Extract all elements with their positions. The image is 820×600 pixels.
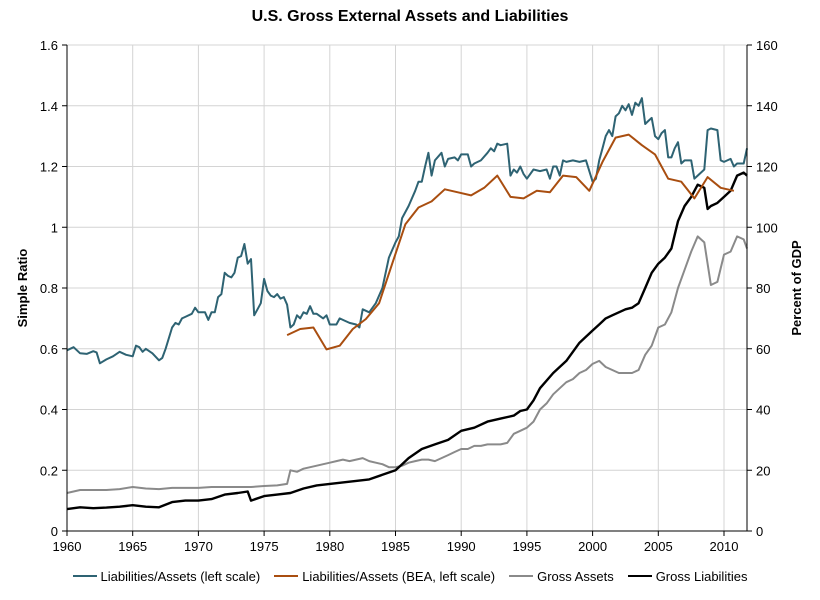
x-tick-label: 1980	[315, 539, 344, 554]
left-tick-label: 0.2	[40, 463, 58, 478]
x-tick-label: 2010	[710, 539, 739, 554]
legend-item-liabilities-assets-bea: Liabilities/Assets (BEA, left scale)	[274, 569, 495, 584]
x-tick-label: 1970	[184, 539, 213, 554]
left-tick-label: 0.6	[40, 342, 58, 357]
legend-swatch	[274, 575, 299, 577]
right-tick-label: 40	[756, 403, 770, 418]
legend-label: Gross Liabilities	[655, 568, 748, 584]
right-tick-label: 0	[756, 524, 763, 539]
left-axis-title: Simple Ratio	[15, 249, 30, 328]
legend-item-gross-liabilities: Gross Liabilities	[627, 568, 748, 584]
right-tick-label: 20	[756, 463, 770, 478]
left-tick-label: 1.2	[40, 160, 58, 175]
x-tick-label: 1990	[447, 539, 476, 554]
legend-swatch	[72, 575, 97, 577]
left-tick-label: 1	[51, 220, 58, 235]
chart-title: U.S. Gross External Assets and Liabiliti…	[251, 8, 569, 25]
x-tick-label: 1995	[512, 539, 541, 554]
left-tick-label: 0.8	[40, 281, 58, 296]
x-tick-label: 1960	[53, 539, 82, 554]
x-tick-label: 2005	[644, 539, 673, 554]
chart-plot: 1960 1965 1970 1975 1980 1985 1990 1995 2000 2005…	[15, 38, 804, 554]
legend-label: Liabilities/Assets (left scale)	[100, 568, 261, 584]
x-tick-label: 2000	[578, 539, 607, 554]
left-tick-label: 1.4	[40, 99, 58, 114]
series-line-liabilities-assets-bea	[286, 133, 735, 351]
x-tick-label: 1965	[118, 539, 147, 554]
x-tick-label: 1975	[250, 539, 279, 554]
x-tick-label: 1985	[381, 539, 410, 554]
legend-label: Gross Assets	[537, 568, 614, 584]
legend-swatch	[509, 575, 534, 577]
series-layer	[66, 97, 748, 511]
series-line-liabilities-assets	[66, 97, 748, 365]
right-tick-label: 100	[756, 220, 778, 235]
left-tick-label: 0.4	[40, 403, 58, 418]
series-line-gross-assets	[66, 235, 748, 494]
right-tick-label: 140	[756, 99, 778, 114]
legend-label: Liabilities/Assets (BEA, left scale)	[302, 568, 496, 584]
right-tick-label: 120	[756, 160, 778, 175]
right-axis-title: Percent of GDP	[789, 240, 804, 336]
right-tick-label: 80	[756, 281, 770, 296]
right-tick-label: 160	[756, 38, 778, 53]
legend: Liabilities/Assets (left scale) Liabilit…	[0, 566, 820, 586]
right-tick-label: 60	[756, 342, 770, 357]
grid-layer	[67, 44, 747, 531]
left-tick-label: 0	[51, 524, 58, 539]
legend-item-liabilities-assets: Liabilities/Assets (left scale)	[72, 568, 261, 584]
left-tick-label: 1.6	[40, 38, 58, 53]
axis-layer: 1960 1965 1970 1975 1980 1985 1990 1995 2000 2005…	[40, 38, 778, 554]
legend-swatch	[627, 575, 652, 577]
series-line-gross-liabilities	[66, 171, 748, 511]
legend-item-gross-assets: Gross Assets	[509, 569, 614, 584]
